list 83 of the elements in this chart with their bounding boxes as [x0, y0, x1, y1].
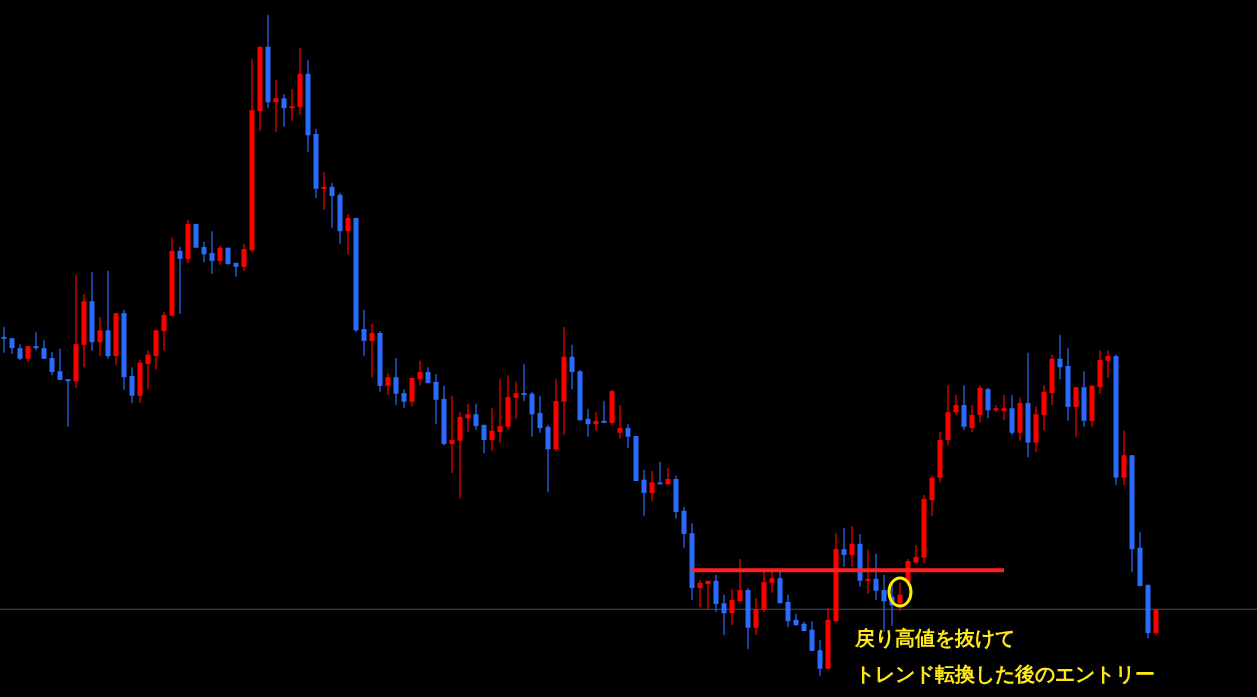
- candlestick: [97, 316, 103, 357]
- candlestick: [433, 373, 439, 425]
- candlestick: [345, 213, 351, 255]
- annotation: 戻り高値を抜けて: [854, 626, 1015, 650]
- candlestick: [241, 243, 247, 272]
- candlestick: [601, 400, 607, 424]
- candlestick: [681, 506, 687, 549]
- candlestick: [369, 323, 375, 378]
- candlestick: [913, 544, 919, 564]
- candlestick: [273, 79, 279, 133]
- candlestick: [529, 391, 535, 438]
- candlestick: [1121, 430, 1127, 486]
- candlestick: [569, 344, 575, 390]
- annotation: トレンド転換した後のエントリー: [855, 662, 1155, 686]
- candlestick: [1057, 334, 1063, 380]
- candlestick: [521, 363, 527, 402]
- candlestick: [161, 311, 167, 351]
- candlestick: [865, 549, 871, 595]
- candlestick: [617, 404, 623, 440]
- candlestick: [793, 613, 799, 627]
- candlestick: [753, 597, 759, 636]
- candlestick: [841, 527, 847, 568]
- candlestick: [497, 378, 503, 444]
- candlestick: [1041, 384, 1047, 431]
- candlestick: [49, 351, 55, 376]
- candlestick: [177, 246, 183, 315]
- candlestick: [281, 93, 287, 128]
- candlestick: [537, 395, 543, 434]
- candlestick: [393, 357, 399, 406]
- candlestick: [233, 262, 239, 278]
- candlestick: [201, 241, 207, 263]
- candlestick: [473, 403, 479, 431]
- candlestick: [785, 594, 791, 628]
- candlestick: [465, 403, 471, 433]
- candlestick: [401, 388, 407, 409]
- candlestick: [985, 387, 991, 419]
- candlestick: [721, 594, 727, 636]
- candlestick: [321, 171, 327, 211]
- candlestick: [873, 553, 879, 601]
- candlestick: [361, 309, 367, 357]
- candlestick: [641, 469, 647, 517]
- candlestick: [649, 470, 655, 502]
- candlestick: [489, 407, 495, 452]
- candlestick: [209, 230, 215, 275]
- candlestick: [961, 384, 967, 431]
- candlestick: [129, 366, 135, 404]
- candlestick: [809, 620, 815, 652]
- candlestick: [953, 394, 959, 416]
- candlestick: [545, 424, 551, 493]
- candlestick: [625, 423, 631, 449]
- candlestick: [329, 182, 335, 229]
- candlestick: [729, 588, 735, 626]
- candlestick: [417, 360, 423, 386]
- candlestick: [769, 569, 775, 594]
- candlestick: [713, 574, 719, 613]
- candlestick: [41, 339, 47, 360]
- candlestick: [585, 408, 591, 438]
- candlestick: [1153, 608, 1159, 636]
- candlestick: [993, 404, 999, 413]
- candlestick: [969, 404, 975, 433]
- candlestick: [897, 582, 903, 612]
- candlestick: [849, 525, 855, 568]
- candlestick: [513, 381, 519, 420]
- candlestick: [409, 377, 415, 407]
- candlestick: [929, 475, 935, 517]
- candlestick: [817, 639, 823, 677]
- candlestick: [1, 326, 7, 354]
- candlestick: [289, 88, 295, 122]
- candlestick: [1073, 386, 1079, 438]
- candlestick: [665, 467, 671, 486]
- candlestick: [1001, 394, 1007, 421]
- candlestick: [1105, 349, 1111, 379]
- candlestick: [697, 579, 703, 608]
- candlestick: [57, 348, 63, 381]
- candlestick: [737, 558, 743, 602]
- candlestick: [65, 378, 71, 428]
- candlestick: [457, 411, 463, 499]
- candlestick: [481, 424, 487, 454]
- candlestick: [385, 372, 391, 396]
- candlestick: [145, 349, 151, 390]
- candlestick: [449, 395, 455, 474]
- candlestick: [33, 331, 39, 351]
- candlestick: [217, 245, 223, 266]
